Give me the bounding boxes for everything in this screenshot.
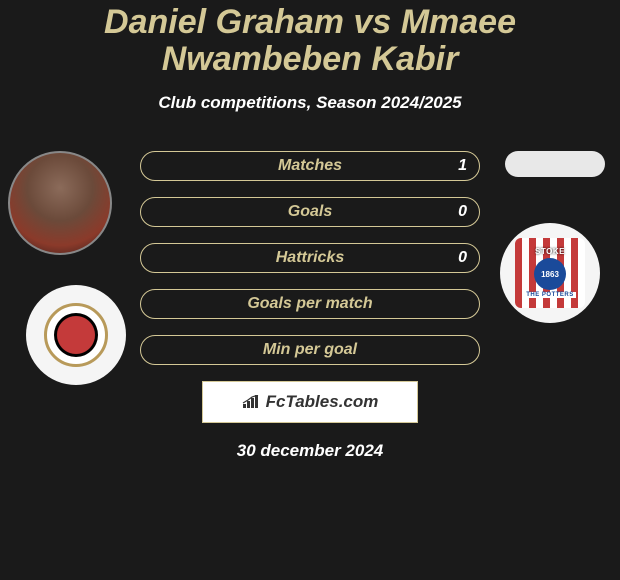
stat-right-value: 0 [458, 203, 467, 221]
stoke-text-top: STOKE [535, 247, 565, 256]
branding-box: FcTables.com [202, 381, 418, 423]
player-right-avatar [505, 151, 605, 177]
club-badge-center [54, 313, 98, 357]
stat-row-min-per-goal: Min per goal [140, 335, 480, 365]
player-left-column [8, 151, 128, 385]
stat-row-hattricks: Hattricks 0 [140, 243, 480, 273]
infographic-container: Daniel Graham vs Mmaee Nwambeben Kabir C… [0, 0, 620, 580]
comparison-title: Daniel Graham vs Mmaee Nwambeben Kabir [0, 4, 620, 79]
stat-label: Goals per match [141, 295, 479, 313]
stoke-text-bottom: THE POTTERS [524, 292, 576, 298]
stat-row-goals: Goals 0 [140, 197, 480, 227]
stat-label: Matches [141, 157, 479, 175]
date-text: 30 december 2024 [0, 441, 620, 461]
stats-list: Matches 1 Goals 0 Hattricks 0 Goals per … [140, 151, 480, 365]
branding-text: FcTables.com [266, 392, 379, 412]
stat-row-matches: Matches 1 [140, 151, 480, 181]
stoke-year-circle: 1863 [534, 258, 566, 290]
player-right-club-badge: STOKE 1863 THE POTTERS [500, 223, 600, 323]
stat-right-value: 1 [458, 157, 467, 175]
stat-label: Hattricks [141, 249, 479, 267]
player-right-column: STOKE 1863 THE POTTERS [500, 151, 610, 323]
club-badge-ring [44, 303, 108, 367]
content-area: STOKE 1863 THE POTTERS Matches 1 Goals 0… [0, 151, 620, 461]
stat-row-goals-per-match: Goals per match [140, 289, 480, 319]
stat-right-value: 0 [458, 249, 467, 267]
stoke-badge-inner: STOKE 1863 THE POTTERS [515, 238, 585, 308]
player-left-avatar [8, 151, 112, 255]
stat-label: Min per goal [141, 341, 479, 359]
stat-label: Goals [141, 203, 479, 221]
chart-icon [242, 395, 260, 409]
season-subtitle: Club competitions, Season 2024/2025 [0, 93, 620, 113]
player-left-club-badge [26, 285, 126, 385]
